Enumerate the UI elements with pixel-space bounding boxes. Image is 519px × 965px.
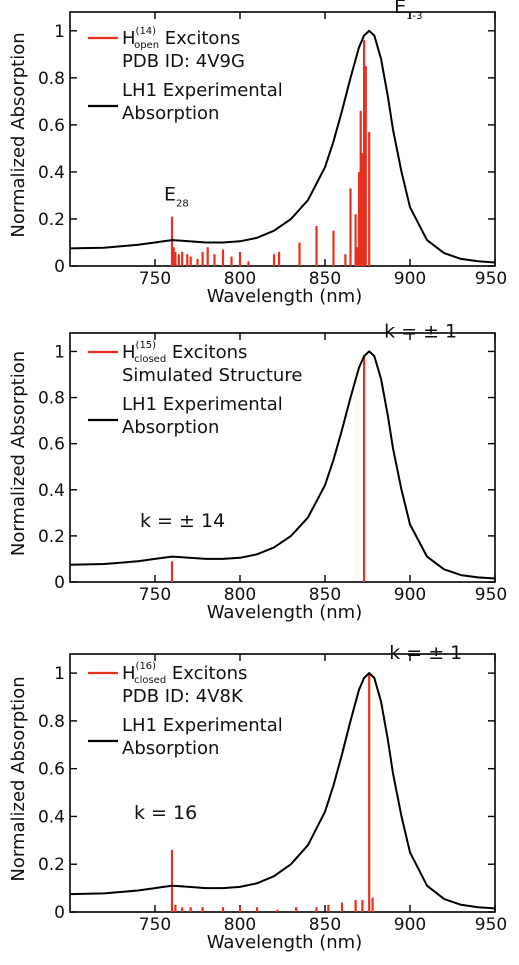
y-tick-label: 0 [54, 903, 65, 923]
x-tick-label: 750 [139, 915, 171, 935]
legend-label-line2: Absorption [122, 103, 219, 124]
annotation-main: k = 16 [134, 802, 197, 824]
x-tick-label: 750 [139, 585, 171, 605]
peak-annotation: E1-3 [394, 0, 422, 22]
y-tick-label: 0 [54, 257, 65, 277]
y-tick-label: 1 [54, 22, 65, 42]
absorption-curve [69, 672, 496, 910]
y-tick-label: 1 [54, 342, 65, 362]
x-tick-label: 750 [139, 269, 171, 289]
y-tick-label: 0.6 [38, 116, 65, 136]
legend-label-line2: Simulated Structure [122, 365, 302, 386]
chart-panel-3: 750 800 850 900 950 0 0.2 0.4 0.6 0.8 1 Wavelength … [8, 642, 507, 953]
y-tick-label: 0.8 [38, 712, 65, 732]
legend-sup: (15) [136, 340, 157, 351]
annotation-main: k = ± 14 [140, 510, 225, 532]
annotation-main: k = ± 1 [384, 320, 457, 342]
x-tick-label: 800 [224, 269, 256, 289]
legend-sup: (16) [136, 661, 157, 672]
legend-label-line2: Absorption [122, 738, 219, 759]
plot-frame [69, 11, 496, 267]
legend-label: LH1 Experimental [122, 394, 283, 415]
y-tick-label: 0.2 [38, 527, 65, 547]
legend-main: H [122, 28, 136, 49]
y-tick-label: 0.4 [38, 807, 65, 827]
y-tick-label: 0.4 [38, 481, 65, 501]
x-axis-label: Wavelength (nm) [207, 602, 363, 623]
absorption-curve [69, 350, 496, 580]
plot-frame [69, 332, 496, 583]
peak-annotation: k = ± 14 [140, 510, 225, 532]
peak-annotation: E28 [164, 183, 189, 209]
absorption-curve [69, 29, 496, 264]
chart-panel-1: 750 800 850 900 950 0 0.2 0.4 0.6 0.8 1 Wavelength … [8, 0, 507, 307]
x-tick-label: 800 [224, 915, 256, 935]
annotation-sub: 1-3 [406, 11, 422, 22]
x-axis-label: Wavelength (nm) [207, 286, 363, 307]
y-tick-label: 0 [54, 573, 65, 593]
y-tick-label: 0.4 [38, 163, 65, 183]
x-tick-label: 850 [309, 915, 341, 935]
x-tick-label: 950 [475, 915, 507, 935]
annotation-sub: 28 [176, 198, 189, 209]
y-tick-label: 0.8 [38, 389, 65, 409]
x-tick-label: 950 [475, 585, 507, 605]
y-tick-label: 0.6 [38, 435, 65, 455]
plot-frame [69, 653, 496, 913]
annotation-main: E [394, 0, 406, 18]
x-tick-label: 900 [394, 585, 426, 605]
legend-main: H [122, 342, 136, 363]
chart-panel-2: 750 800 850 900 950 0 0.2 0.4 0.6 0.8 1 Wavelength … [8, 320, 507, 623]
x-tick-label: 850 [309, 269, 341, 289]
y-axis-label: Normalized Absorption [8, 676, 29, 881]
x-tick-label: 850 [309, 585, 341, 605]
legend-rest: Excitons [159, 28, 240, 49]
annotation-main: E [164, 183, 176, 205]
x-tick-label: 800 [224, 585, 256, 605]
legend-sub: open [134, 40, 159, 51]
legend-rest: Excitons [166, 342, 247, 363]
peak-annotation: k = ± 1 [389, 642, 462, 664]
legend-label-line2: PDB ID: 4V8K [122, 686, 244, 707]
legend-label-line2: PDB ID: 4V9G [122, 51, 245, 72]
legend-sup: (14) [136, 26, 157, 37]
y-axis-label: Normalized Absorption [8, 351, 29, 556]
legend-sub: closed [134, 354, 166, 365]
peak-annotation: k = ± 1 [384, 320, 457, 342]
legend-label: H(16) closed Excitons [122, 661, 247, 686]
y-tick-label: 0.8 [38, 69, 65, 89]
y-tick-label: 1 [54, 664, 65, 684]
peak-annotation: k = 16 [134, 802, 197, 824]
x-tick-label: 900 [394, 269, 426, 289]
legend-label-line2: Absorption [122, 417, 219, 438]
y-tick-label: 0.2 [38, 855, 65, 875]
annotation-main: k = ± 1 [389, 642, 462, 664]
legend-label: H(15) closed Excitons [122, 340, 247, 365]
y-tick-label: 0.2 [38, 210, 65, 230]
x-tick-label: 900 [394, 915, 426, 935]
x-tick-label: 950 [475, 269, 507, 289]
legend-main: LH1 Experimental [122, 394, 283, 415]
legend-sub: closed [134, 675, 166, 686]
y-axis-label: Normalized Absorption [8, 32, 29, 237]
legend-label: LH1 Experimental [122, 80, 283, 101]
legend-main: LH1 Experimental [122, 715, 283, 736]
legend-main: LH1 Experimental [122, 80, 283, 101]
y-tick-label: 0.6 [38, 760, 65, 780]
x-axis-label: Wavelength (nm) [207, 932, 363, 953]
legend-label: LH1 Experimental [122, 715, 283, 736]
legend-rest: Excitons [166, 663, 247, 684]
legend-main: H [122, 663, 136, 684]
legend-label: H(14) open Excitons [122, 26, 240, 51]
